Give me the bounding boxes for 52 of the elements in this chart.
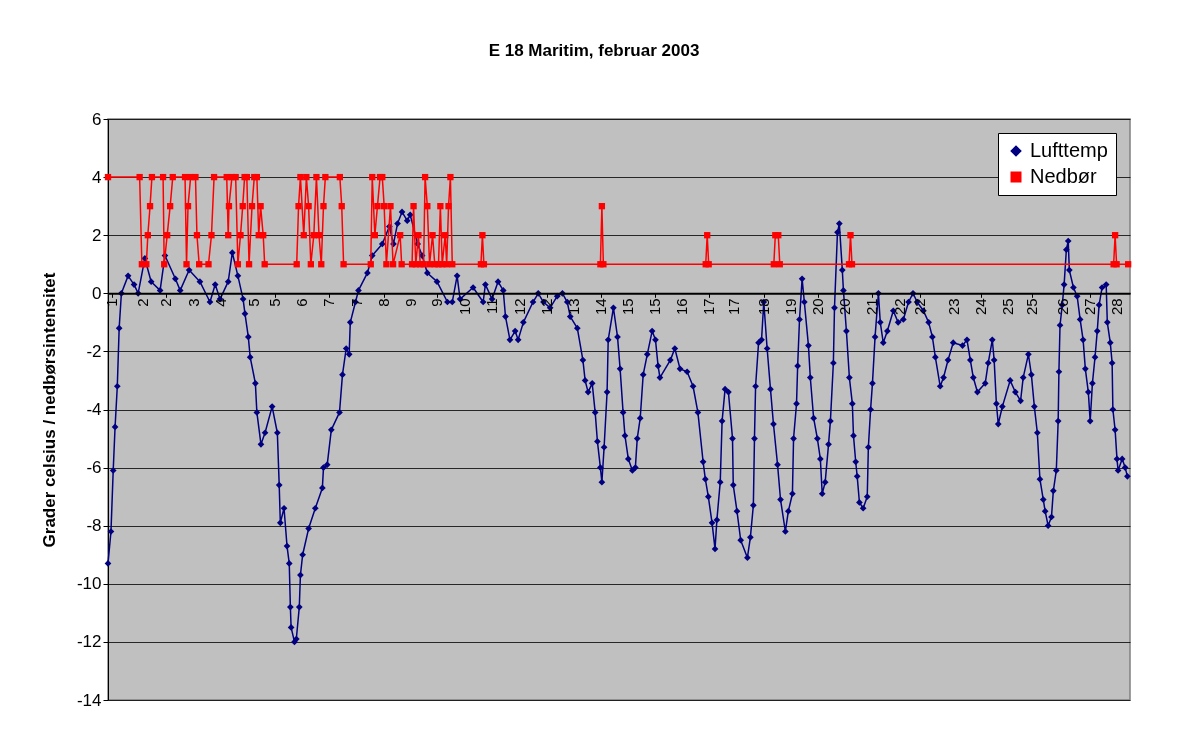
y-tick-label: -8 [86, 516, 102, 536]
x-tick-label: 9 [427, 298, 445, 307]
x-tick-label: 20 [836, 298, 854, 315]
legend-label: Lufttemp [1030, 139, 1108, 161]
x-tick-label: 16 [673, 298, 691, 315]
x-tick-label: 5 [245, 298, 263, 307]
x-tick-label: 2 [157, 298, 175, 307]
legend-label: Nedbør [1030, 165, 1098, 187]
x-tick-label: 5 [266, 298, 284, 307]
x-tick-label: 4 [211, 298, 229, 307]
y-tick-label: 0 [92, 283, 102, 303]
x-tick-label: 12 [510, 298, 528, 315]
x-tick-label: 25 [1023, 298, 1041, 315]
x-tick-label: 23 [944, 298, 962, 315]
y-tick-label: 4 [92, 167, 102, 187]
y-tick-label: -4 [86, 400, 102, 419]
x-tick-label: 22 [911, 298, 929, 315]
y-tick-label: 6 [92, 109, 102, 129]
x-tick-label: 26 [1053, 298, 1071, 315]
x-tick-label: 25 [999, 298, 1017, 315]
y-tick-label: -2 [86, 341, 102, 361]
x-tick-label: 14 [591, 298, 609, 315]
x-tick-label: 11 [483, 298, 501, 314]
x-tick-label: 2 [133, 298, 151, 307]
x-tick-label: 17 [725, 298, 743, 315]
y-axis-title: Grader celsius / nedbørsintensitet [39, 272, 59, 548]
x-tick-label: 24 [972, 298, 990, 315]
x-tick-label: 17 [700, 298, 718, 315]
x-tick-label: 7 [347, 298, 365, 307]
y-tick-label: -12 [76, 632, 102, 652]
x-tick-label: 10 [456, 298, 474, 315]
x-tick-label: 12 [537, 298, 555, 315]
x-tick-label: 9 [401, 298, 419, 307]
x-tick-label: 6 [293, 298, 311, 307]
x-tick-label: 28 [1107, 298, 1125, 315]
x-tick-label: 22 [890, 298, 908, 315]
x-tick-label: 15 [646, 298, 664, 315]
x-tick-label: 18 [754, 298, 772, 315]
x-tick-label: 20 [809, 298, 827, 315]
x-tick-label: 8 [374, 298, 392, 307]
x-tick-label: 3 [184, 298, 202, 307]
y-tick-label: -10 [76, 574, 102, 594]
x-tick-label: 13 [564, 298, 582, 315]
y-tick-label: 2 [92, 225, 102, 245]
x-tick-label: 21 [863, 298, 881, 315]
chart-title: E 18 Maritim, februar 2003 [488, 41, 700, 60]
x-tick-label: 27 [1080, 298, 1098, 315]
x-tick-label: 7 [320, 298, 338, 307]
y-tick-label: -14 [76, 690, 102, 710]
y-tick-label: -6 [86, 458, 102, 478]
x-tick-label: 15 [618, 298, 636, 315]
x-tick-label: 19 [781, 298, 799, 315]
